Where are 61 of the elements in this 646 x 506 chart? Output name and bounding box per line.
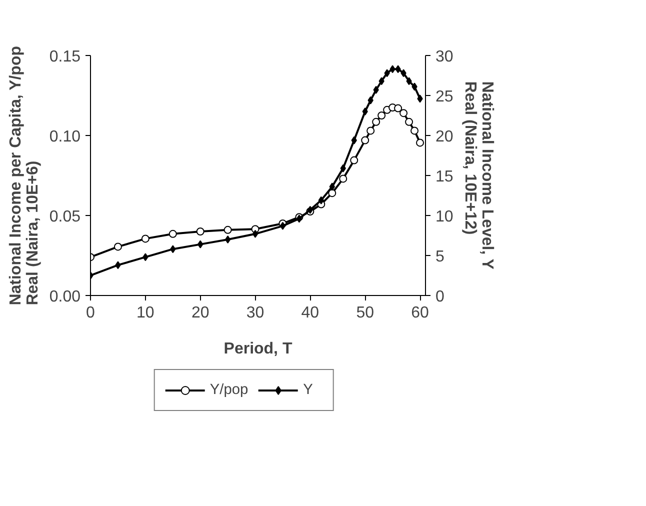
point: [168, 230, 177, 238]
point: [114, 242, 122, 251]
point: [318, 196, 324, 204]
point: [339, 174, 348, 183]
point: [405, 118, 414, 126]
legend-label: Y: [303, 382, 314, 398]
point: [394, 104, 402, 112]
point: [406, 77, 412, 86]
x-tick-label: 0: [86, 304, 96, 322]
y2-axis-title: National Income Level, Y Real (Naira, 10E+12): [462, 81, 496, 270]
point: [372, 118, 380, 126]
point: [378, 77, 384, 86]
point: [196, 228, 204, 236]
point: [366, 126, 375, 135]
point: [362, 108, 368, 116]
point: [252, 230, 258, 238]
point: [198, 240, 204, 248]
legend-label: Y/pop: [210, 382, 248, 398]
point: [368, 96, 374, 104]
point: [340, 164, 346, 172]
point: [412, 82, 418, 91]
x-axis-title: Period, T: [224, 340, 292, 358]
point: [400, 69, 406, 78]
y2-tick-label: 10: [436, 208, 454, 226]
y-tick-label: 0.00: [49, 288, 81, 306]
y2-tick-label: 25: [436, 88, 454, 106]
point: [378, 112, 386, 120]
y2-tick-label: 5: [436, 248, 444, 266]
y-tick-label: 0.15: [49, 48, 81, 66]
point: [400, 109, 408, 118]
point: [395, 65, 401, 74]
point: [170, 245, 176, 254]
point: [417, 94, 423, 103]
point: [329, 182, 335, 191]
y2-tick-label: 0: [436, 288, 444, 306]
x-tick-label: 30: [246, 304, 264, 322]
point: [410, 126, 419, 135]
x-tick-label: 60: [411, 304, 430, 322]
y2-tick-label: 30: [436, 48, 454, 66]
point: [224, 226, 232, 234]
y-tick-label: 0.05: [49, 208, 81, 226]
point: [416, 138, 424, 147]
x-tick-label: 40: [301, 304, 320, 322]
point: [351, 136, 357, 144]
point: [373, 86, 379, 94]
y2-tick-label: 15: [436, 168, 454, 186]
x-tick-label: 50: [356, 304, 374, 322]
point: [390, 65, 396, 74]
x-tick-label: 10: [136, 304, 154, 322]
point: [141, 234, 150, 243]
y-axis-title: National Income per Capita, Y/pop Real (Naira, 10E+6): [8, 46, 42, 306]
point: [350, 156, 358, 164]
point: [115, 261, 121, 270]
point: [280, 222, 286, 230]
y2-tick-label: 20: [436, 128, 454, 146]
y-tick-label: 0.10: [49, 128, 81, 146]
point: [142, 253, 148, 262]
point: [361, 136, 370, 144]
point: [224, 236, 231, 244]
x-tick-label: 20: [191, 304, 210, 322]
point: [384, 69, 390, 78]
